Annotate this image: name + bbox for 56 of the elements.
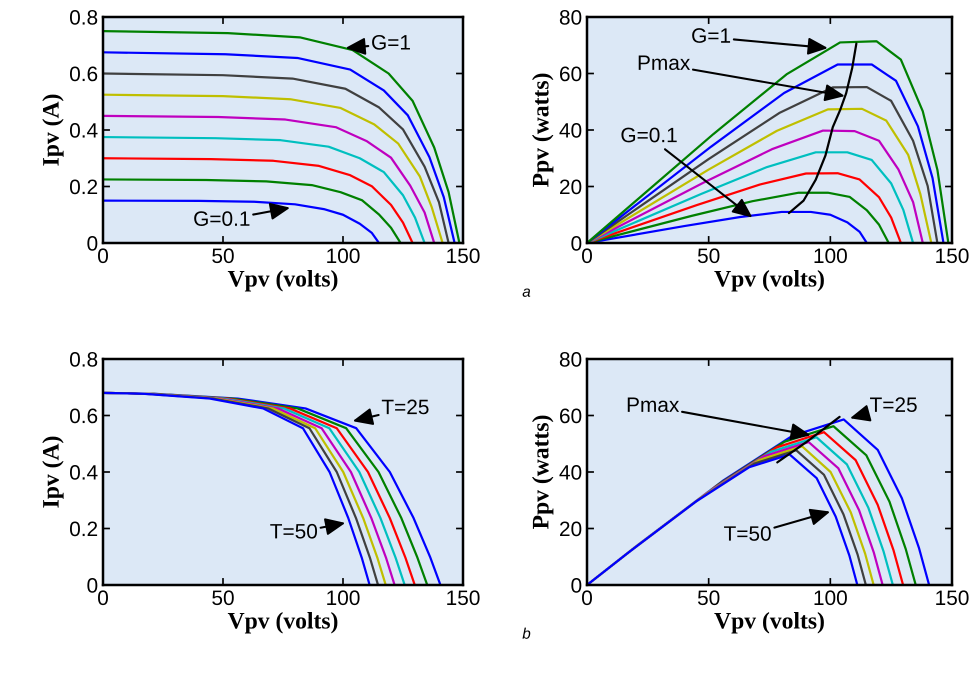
x-axis-title: Vpv (volts) <box>228 612 338 634</box>
x-tick-label: 50 <box>698 590 720 606</box>
x-axis-title: Vpv (volts) <box>714 270 824 292</box>
y-tick-label: 0.4 <box>70 465 98 480</box>
annotation: T=50 <box>270 524 318 539</box>
y-tick-label: 40 <box>559 465 582 480</box>
text: a <box>522 288 530 297</box>
y-axis-title: Ppv (watts) <box>532 416 554 529</box>
x-tick-label: 100 <box>814 590 847 606</box>
y-tick-label: 0.4 <box>70 123 98 138</box>
y-tick-label: 0 <box>87 236 98 251</box>
y-axis-title: Ipv (A) <box>42 436 64 508</box>
x-tick-label: 100 <box>814 248 847 264</box>
annotation: Pmax <box>638 56 690 70</box>
y-tick-label: 20 <box>560 180 582 194</box>
x-tick-label: 0 <box>582 248 592 264</box>
annotation: G=0.1 <box>621 128 677 142</box>
x-tick-label: 100 <box>327 590 360 606</box>
x-tick-label: 150 <box>447 248 480 264</box>
x-tick-label: 150 <box>447 590 480 606</box>
x-tick-label: 100 <box>327 248 360 264</box>
x-tick-label: 150 <box>936 248 969 264</box>
y-tick-label: 0.6 <box>70 66 98 82</box>
y-tick-label: 0.2 <box>70 180 98 194</box>
y-tick-label: 60 <box>560 408 582 424</box>
y-tick-label: 40 <box>559 123 582 138</box>
y-tick-label: 0.8 <box>70 10 98 25</box>
y-tick-label: 0 <box>87 578 98 593</box>
annotation: G=1 <box>692 28 730 43</box>
text: b <box>522 628 530 639</box>
annotation: T=50 <box>724 526 771 541</box>
y-tick-label: 0.6 <box>70 408 98 424</box>
y-axis-title: Ipv (A) <box>42 94 64 166</box>
y-tick-label: 80 <box>560 352 582 367</box>
x-tick-label: 0 <box>98 248 108 264</box>
x-tick-label: 150 <box>936 590 969 606</box>
y-tick-label: 0.8 <box>70 352 98 367</box>
x-axis-title: Vpv (volts) <box>228 270 338 292</box>
y-axis-title: Ppv (watts) <box>532 74 554 187</box>
x-tick-label: 50 <box>698 248 720 264</box>
annotation: T=25 <box>870 397 917 412</box>
x-axis-title: Vpv (volts) <box>714 612 824 634</box>
x-tick-label: 50 <box>212 590 234 606</box>
annotation: G=0.1 <box>194 211 250 226</box>
annotation: Pmax <box>628 398 680 412</box>
y-tick-label: 0 <box>571 578 582 593</box>
y-tick-label: 80 <box>560 10 582 25</box>
y-tick-label: 60 <box>560 66 582 82</box>
y-tick-label: 20 <box>560 522 582 536</box>
x-tick-label: 50 <box>212 248 234 264</box>
y-tick-label: 0 <box>571 236 582 251</box>
x-tick-label: 0 <box>582 590 592 606</box>
y-tick-label: 0.2 <box>70 522 98 536</box>
x-tick-label: 0 <box>98 590 108 606</box>
annotation: T=25 <box>382 400 429 414</box>
annotation: G=1 <box>372 34 410 50</box>
